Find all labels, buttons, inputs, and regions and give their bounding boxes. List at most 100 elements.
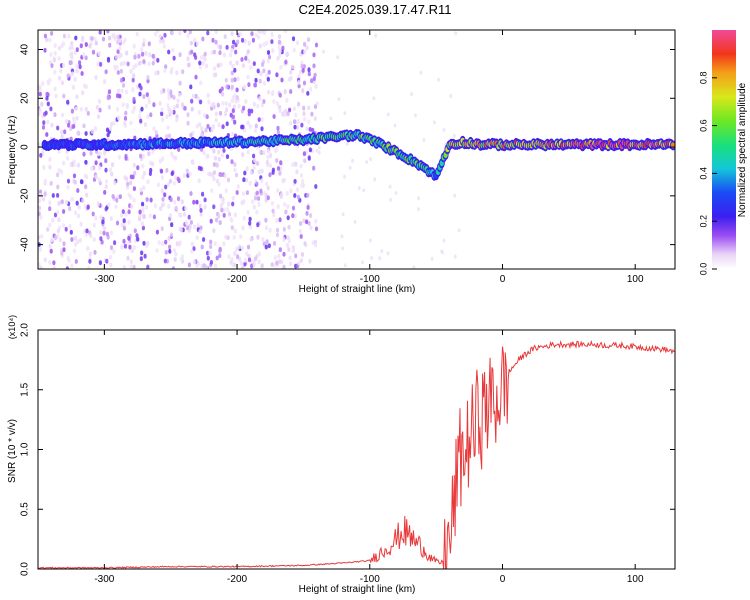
spectrogram-noise-point <box>193 38 197 43</box>
spectrogram-noise-point <box>306 193 310 198</box>
spectrogram-noise-point <box>267 89 271 95</box>
spectrogram-noise-point <box>228 211 232 217</box>
spectrogram-noise-point <box>301 178 305 184</box>
spectrogram-noise-point <box>38 262 41 268</box>
spectrogram-noise-point <box>123 116 128 121</box>
spectrogram-noise-point <box>224 111 228 117</box>
spectrogram-noise-point <box>94 75 98 80</box>
spectrogram-noise-point <box>99 236 103 242</box>
spectrogram-noise-point <box>249 170 253 176</box>
spectrogram-noise-point <box>85 192 89 198</box>
spectrogram-noise-point <box>178 52 182 58</box>
spectrogram-noise-point <box>206 255 210 261</box>
spectrogram-noise-point <box>264 225 268 231</box>
spectrogram-noise-point <box>300 252 304 257</box>
spectrogram-noise-point <box>88 43 92 49</box>
spectrogram-noise-point <box>222 148 226 153</box>
spectrogram-noise-point <box>79 179 84 185</box>
spectrogram-noise-point <box>197 110 201 115</box>
spectrogram-noise-point <box>140 250 144 256</box>
spectrogram-noise-point <box>282 237 286 242</box>
spectrogram-noise-point <box>307 71 311 77</box>
spectrogram-noise-point <box>266 50 271 55</box>
spectrogram-noise-point <box>236 76 240 82</box>
spectrogram-noise-point <box>51 217 55 223</box>
spectrogram-noise-point <box>57 217 61 223</box>
spectrogram-noise-point <box>137 61 141 66</box>
spectrogram-noise-point <box>186 120 190 126</box>
spectrogram-noise-point <box>174 175 178 181</box>
spectrogram-noise-point <box>127 192 131 198</box>
spectrogram-noise-point <box>160 175 164 180</box>
spectrogram-noise-point <box>297 80 301 85</box>
spectrogram-noise-point <box>59 169 64 175</box>
spectrogram-noise-point <box>250 108 254 114</box>
spectrogram-noise-point <box>141 163 145 169</box>
spectrogram-noise-point <box>145 204 149 210</box>
spectrogram-noise-point <box>241 225 245 231</box>
spectrogram-noise-point <box>75 63 79 69</box>
spectrogram-noise-point <box>65 119 69 124</box>
spectrogram-noise-point <box>126 181 130 187</box>
spectrogram-noise-point <box>48 200 52 206</box>
spectrogram-noise-point <box>167 236 171 241</box>
spectrogram-noise-point <box>369 238 372 243</box>
spectrogram-noise-point <box>232 39 236 45</box>
spectrogram-noise-point <box>221 101 225 106</box>
spectrogram-noise-point <box>223 173 227 179</box>
spectrogram-noise-point <box>252 261 256 267</box>
spectrogram-noise-point <box>276 166 281 171</box>
spectrogram-noise-point <box>117 53 121 59</box>
spectrogram-noise-point <box>214 111 218 117</box>
spectrogram-noise-point <box>122 225 126 231</box>
spectrogram-noise-point <box>192 246 196 252</box>
spectrogram-noise-point <box>93 36 97 42</box>
spectrogram-noise-point <box>70 108 74 114</box>
spectrogram-noise-point <box>240 266 244 269</box>
spectrogram-noise-point <box>210 124 214 130</box>
spectrogram-noise-point <box>121 83 126 88</box>
spectrogram-noise-point <box>170 171 174 177</box>
spectrogram-noise-point <box>275 146 279 152</box>
spectrogram-noise-point <box>317 150 321 155</box>
spectrogram-noise-point <box>90 36 94 41</box>
spectrogram-noise-point <box>170 222 174 228</box>
spectrogram-noise-point <box>83 83 87 89</box>
spectrogram-noise-point <box>386 112 390 117</box>
spectrogram-noise-point <box>277 259 281 264</box>
spectrogram-noise-point <box>237 103 241 109</box>
spectrogram-noise-point <box>298 69 302 75</box>
spectrogram-noise-point <box>70 263 74 268</box>
spectrogram-noise-point <box>312 76 316 82</box>
spectrogram-x-tick-label: -100 <box>360 274 380 285</box>
spectrogram-noise-point <box>52 57 56 63</box>
spectrogram-noise-point <box>291 64 295 70</box>
spectrogram-noise-point <box>132 43 136 49</box>
spectrogram-noise-point <box>216 102 220 108</box>
spectrogram-noise-point <box>172 180 176 186</box>
spectrogram-noise-point <box>74 259 78 264</box>
spectrogram-noise-point <box>74 106 78 112</box>
spectrogram-noise-point <box>43 33 48 39</box>
spectrogram-noise-point <box>285 51 289 57</box>
spectrogram-noise-point <box>124 89 128 95</box>
spectrogram-noise-point <box>278 92 282 98</box>
spectrogram-noise-point <box>120 88 124 94</box>
spectrogram-noise-point <box>201 61 205 66</box>
spectrogram-noise-point <box>242 215 246 221</box>
spectrogram-noise-point <box>299 163 303 169</box>
spectrogram-noise-point <box>312 165 316 171</box>
spectrogram-noise-point <box>258 96 262 102</box>
spectrogram-noise-point <box>218 110 223 116</box>
spectrogram-noise-point <box>233 162 237 167</box>
spectrogram-noise-point <box>164 184 168 190</box>
spectrogram-noise-point <box>123 175 127 181</box>
spectrogram-noise-point <box>160 189 164 194</box>
spectrogram-noise-point <box>286 215 290 221</box>
spectrogram-noise-point <box>190 241 194 247</box>
spectrogram-noise-point <box>130 248 134 254</box>
spectrogram-noise-point <box>230 84 234 90</box>
spectrogram-noise-point <box>175 117 179 123</box>
spectrogram-noise-point <box>207 99 211 105</box>
